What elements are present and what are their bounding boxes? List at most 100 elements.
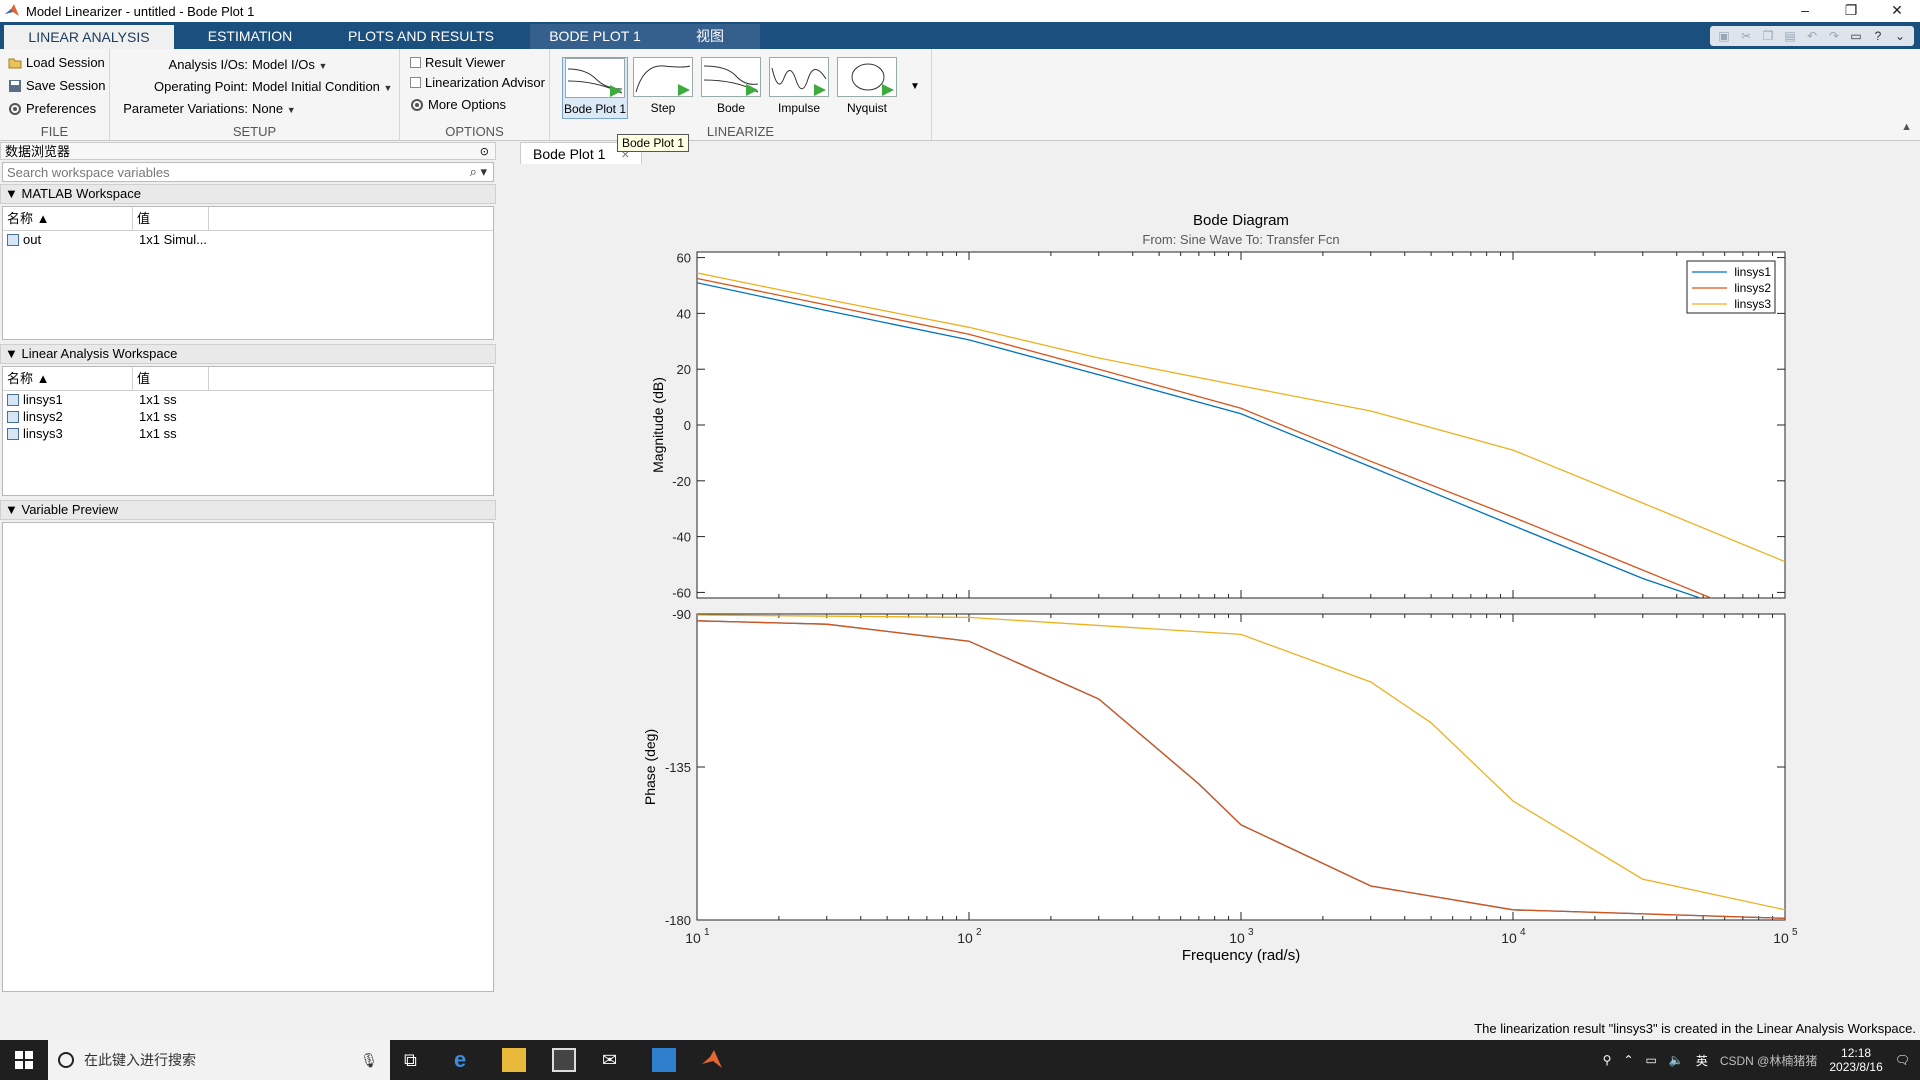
clock[interactable]: 12:18 2023/8/16 bbox=[1829, 1046, 1883, 1074]
operating-point-dropdown[interactable]: Model Initial Condition ▼ bbox=[252, 79, 393, 94]
file-section: Load Session Save Session Preferences FI… bbox=[0, 49, 110, 141]
data-browser: 数据浏览器 ⊙ Search workspace variables ⌕ ▾ ▼… bbox=[0, 142, 496, 1012]
variable-preview-panel bbox=[2, 522, 494, 992]
table-row[interactable]: linsys1 1x1 ss bbox=[3, 391, 493, 408]
more-plots-chevron-icon[interactable]: ▼ bbox=[910, 81, 920, 92]
edge-browser-icon[interactable]: e bbox=[454, 1047, 467, 1072]
taskbar-search-input[interactable]: 在此键入进行搜索 🎙 bbox=[48, 1040, 390, 1080]
mail-icon[interactable]: ✉ bbox=[602, 1050, 618, 1070]
linearize-section: Bode Plot 1 Step Bode Impulse Nyquist ▼ … bbox=[550, 49, 932, 141]
setup-section: Analysis I/Os: Model I/Os ▼ Operating Po… bbox=[110, 49, 400, 141]
expand-triangle-icon: ▼ bbox=[5, 186, 18, 201]
taskbar: 在此键入进行搜索 🎙 ⧉ e ✉ ⚲ ⌃ ▭ 🔈 英 CSDN @林楠猪猪 12… bbox=[0, 1040, 1920, 1080]
file-section-label: FILE bbox=[40, 124, 69, 139]
variable-preview-header[interactable]: ▼ Variable Preview bbox=[0, 500, 496, 520]
nyquist-button[interactable]: Nyquist bbox=[834, 57, 900, 119]
switch-windows-icon[interactable]: ▭ bbox=[1850, 29, 1862, 43]
matlab-workspace-header[interactable]: ▼ MATLAB Workspace bbox=[0, 184, 496, 204]
person-icon[interactable]: ⚲ bbox=[1602, 1053, 1612, 1067]
load-session-button[interactable]: Load Session bbox=[8, 55, 105, 70]
more-options-button[interactable]: More Options bbox=[410, 97, 506, 112]
tooltip: Bode Plot 1 bbox=[617, 134, 690, 152]
volume-icon[interactable]: 🔈 bbox=[1668, 1053, 1684, 1067]
minimize-button[interactable]: – bbox=[1801, 2, 1809, 18]
save-session-label: Save Session bbox=[26, 78, 106, 93]
x-tick-exponent: 3 bbox=[1248, 927, 1254, 938]
tab-bode-plot-1[interactable]: BODE PLOT 1 bbox=[530, 24, 660, 49]
notification-icon[interactable]: 🗨 bbox=[1894, 1053, 1910, 1067]
expand-triangle-icon: ▼ bbox=[5, 346, 18, 361]
network-icon[interactable]: ▭ bbox=[1645, 1053, 1657, 1067]
search-icon[interactable]: ⌕ ▾ bbox=[469, 164, 487, 179]
redo-icon[interactable]: ↷ bbox=[1828, 29, 1840, 43]
save-session-button[interactable]: Save Session bbox=[8, 78, 106, 93]
checkbox-icon bbox=[410, 57, 421, 68]
phase-line-linsys3 bbox=[697, 614, 1785, 911]
chart-subtitle: From: Sine Wave To: Transfer Fcn bbox=[1142, 232, 1339, 247]
x-tick-exponent: 5 bbox=[1792, 927, 1798, 938]
table-row[interactable]: linsys2 1x1 ss bbox=[3, 408, 493, 425]
ime-indicator[interactable]: 英 bbox=[1695, 1053, 1708, 1068]
column-header-value[interactable]: 值 bbox=[133, 367, 209, 390]
chevron-down-icon: ▼ bbox=[286, 105, 296, 115]
collapse-icon[interactable]: ⌄ bbox=[1894, 29, 1906, 43]
analysis-ios-dropdown[interactable]: Model I/Os ▼ bbox=[252, 57, 328, 72]
x-tick-label: 10 bbox=[1773, 930, 1789, 946]
result-viewer-checkbox[interactable]: Result Viewer bbox=[410, 55, 505, 70]
file-explorer-icon[interactable] bbox=[502, 1048, 526, 1072]
column-header-name[interactable]: 名称 ▲ bbox=[3, 367, 133, 390]
tab-linear-analysis[interactable]: LINEAR ANALYSIS bbox=[4, 25, 174, 49]
paste-icon[interactable]: ▤ bbox=[1784, 29, 1796, 43]
collapse-ribbon-icon[interactable]: ▲ bbox=[1901, 121, 1912, 133]
magnitude-tick-label: 40 bbox=[677, 306, 691, 321]
title-bar: Model Linearizer - untitled - Bode Plot … bbox=[0, 0, 1920, 22]
parameter-variations-dropdown[interactable]: None ▼ bbox=[252, 101, 296, 116]
close-icon[interactable]: × bbox=[621, 146, 630, 162]
bode-thumbnail-icon bbox=[567, 68, 623, 97]
app-icon[interactable] bbox=[652, 1048, 676, 1072]
undo-icon[interactable]: ↶ bbox=[1806, 29, 1818, 43]
windows-start-icon[interactable] bbox=[12, 1048, 36, 1072]
cut-icon[interactable]: ✂ bbox=[1740, 29, 1752, 43]
matlab-workspace-table: 名称 ▲ 值 out 1x1 Simul... bbox=[2, 206, 494, 340]
watermark: CSDN @林楠猪猪 bbox=[1719, 1053, 1818, 1068]
microphone-icon[interactable]: 🎙 bbox=[360, 1051, 378, 1068]
chevron-up-icon[interactable]: ⌃ bbox=[1623, 1053, 1634, 1067]
restore-button[interactable]: ❐ bbox=[1844, 2, 1858, 18]
options-section: Result Viewer Linearization Advisor More… bbox=[400, 49, 550, 141]
column-header-name[interactable]: 名称 ▲ bbox=[3, 207, 133, 230]
magnitude-axis-label: Magnitude (dB) bbox=[650, 377, 666, 473]
column-header-value[interactable]: 值 bbox=[133, 207, 209, 230]
task-view-icon[interactable]: ⧉ bbox=[404, 1050, 417, 1070]
save-icon bbox=[9, 79, 21, 92]
nyquist-icon bbox=[851, 63, 894, 96]
bode-button[interactable]: Bode bbox=[698, 57, 764, 119]
store-icon[interactable] bbox=[552, 1048, 576, 1072]
step-button[interactable]: Step bbox=[630, 57, 696, 119]
search-circle-icon bbox=[58, 1052, 74, 1068]
table-row[interactable]: linsys3 1x1 ss bbox=[3, 425, 493, 442]
help-icon[interactable]: ? bbox=[1874, 29, 1882, 43]
save-icon[interactable]: ▣ bbox=[1718, 29, 1730, 43]
tab-plots-and-results[interactable]: PLOTS AND RESULTS bbox=[347, 28, 494, 44]
matlab-taskbar-icon[interactable] bbox=[700, 1048, 724, 1072]
load-session-label: Load Session bbox=[26, 55, 105, 70]
search-input[interactable]: Search workspace variables ⌕ ▾ bbox=[2, 162, 494, 182]
panel-menu-icon[interactable]: ⊙ bbox=[479, 146, 489, 158]
linear-analysis-workspace-header[interactable]: ▼ Linear Analysis Workspace bbox=[0, 344, 496, 364]
data-browser-title: 数据浏览器 ⊙ bbox=[0, 142, 496, 160]
preferences-label: Preferences bbox=[26, 101, 97, 116]
impulse-button[interactable]: Impulse bbox=[766, 57, 832, 119]
bode-chart[interactable]: 10 1 10 2 10 3 10 4 10 56040200-20-40-60-90-135-1… bbox=[500, 165, 1920, 1003]
preferences-button[interactable]: Preferences bbox=[8, 101, 96, 116]
tab-view[interactable]: 视图 bbox=[660, 24, 760, 49]
linearization-advisor-checkbox[interactable]: Linearization Advisor bbox=[410, 75, 545, 90]
tab-bode-plot-1-document[interactable]: Bode Plot 1 × bbox=[520, 142, 643, 164]
phase-line-linsys2 bbox=[697, 620, 1785, 919]
bode-icon bbox=[703, 65, 759, 96]
table-row[interactable]: out 1x1 Simul... bbox=[3, 231, 493, 248]
bode-plot-1-button[interactable]: Bode Plot 1 bbox=[562, 57, 628, 119]
tab-estimation[interactable]: ESTIMATION bbox=[207, 28, 293, 44]
close-button[interactable]: ✕ bbox=[1891, 2, 1903, 18]
copy-icon[interactable]: ❐ bbox=[1762, 29, 1774, 43]
